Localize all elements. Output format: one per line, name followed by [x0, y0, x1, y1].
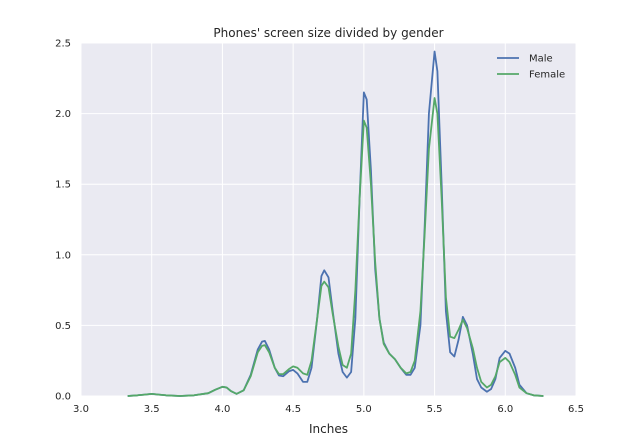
- x-tick-label: 5.0: [356, 404, 372, 415]
- series-line-female: [127, 97, 544, 397]
- x-tick-label: 4.0: [214, 404, 230, 415]
- x-tick-label: 3.5: [144, 404, 160, 415]
- legend: Male Female: [497, 54, 565, 81]
- x-axis-label: Inches: [309, 422, 348, 436]
- series-layer: [127, 50, 544, 397]
- tick-labels: 3.0 3.5 4.0 4.5 5.0 5.5 6.0 6.5 0.0 0.5 1.0 1.5 2.0 2…: [55, 39, 584, 416]
- y-tick-label: 1.0: [55, 250, 71, 261]
- x-tick-label: 4.5: [285, 404, 301, 415]
- y-tick-label: 2.0: [55, 109, 71, 120]
- x-tick-label: 5.5: [427, 404, 443, 415]
- y-tick-label: 2.5: [55, 39, 71, 50]
- chart-title: Phones' screen size divided by gender: [213, 26, 443, 40]
- legend-label-female: Female: [529, 70, 565, 81]
- y-tick-label: 0.0: [55, 392, 71, 403]
- x-tick-label: 6.0: [497, 404, 513, 415]
- x-tick-label: 3.0: [73, 404, 89, 415]
- y-tick-label: 0.5: [55, 321, 71, 332]
- legend-label-male: Male: [529, 54, 553, 65]
- x-tick-label: 6.5: [568, 404, 584, 415]
- y-tick-label: 1.5: [55, 180, 71, 191]
- plot-area: [81, 43, 576, 396]
